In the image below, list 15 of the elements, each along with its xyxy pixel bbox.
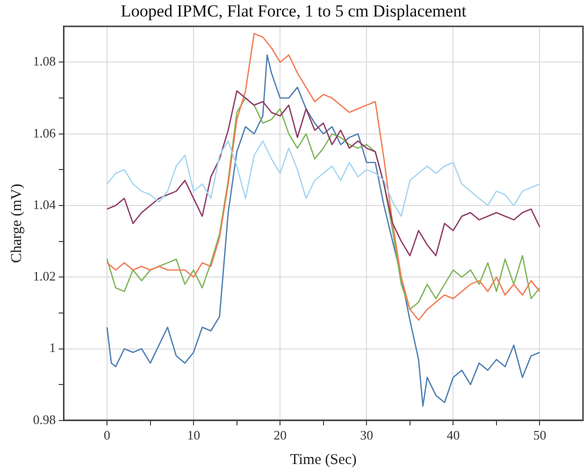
- x-tick-label: 40: [446, 428, 460, 443]
- x-tick-label: 20: [274, 428, 287, 443]
- x-tick-label: 50: [533, 428, 546, 443]
- y-axis-title: Charge (mV): [8, 184, 25, 264]
- x-tick-label: 0: [104, 428, 110, 443]
- x-tick-label: 30: [360, 428, 374, 443]
- y-tick-label: 1.08: [33, 54, 56, 69]
- y-tick-label: 1: [49, 340, 56, 356]
- y-tick-label: 1.04: [33, 196, 56, 212]
- x-tick-label: 10: [187, 428, 200, 443]
- y-tick-label: 0.98: [33, 412, 56, 427]
- y-tick-label: 1.02: [33, 268, 56, 284]
- y-tick-label: 1.06: [33, 125, 56, 140]
- chart-title: Looped IPMC, Flat Force, 1 to 5 cm Displacement: [120, 2, 467, 21]
- x-axis-title: Time (Sec): [290, 452, 357, 468]
